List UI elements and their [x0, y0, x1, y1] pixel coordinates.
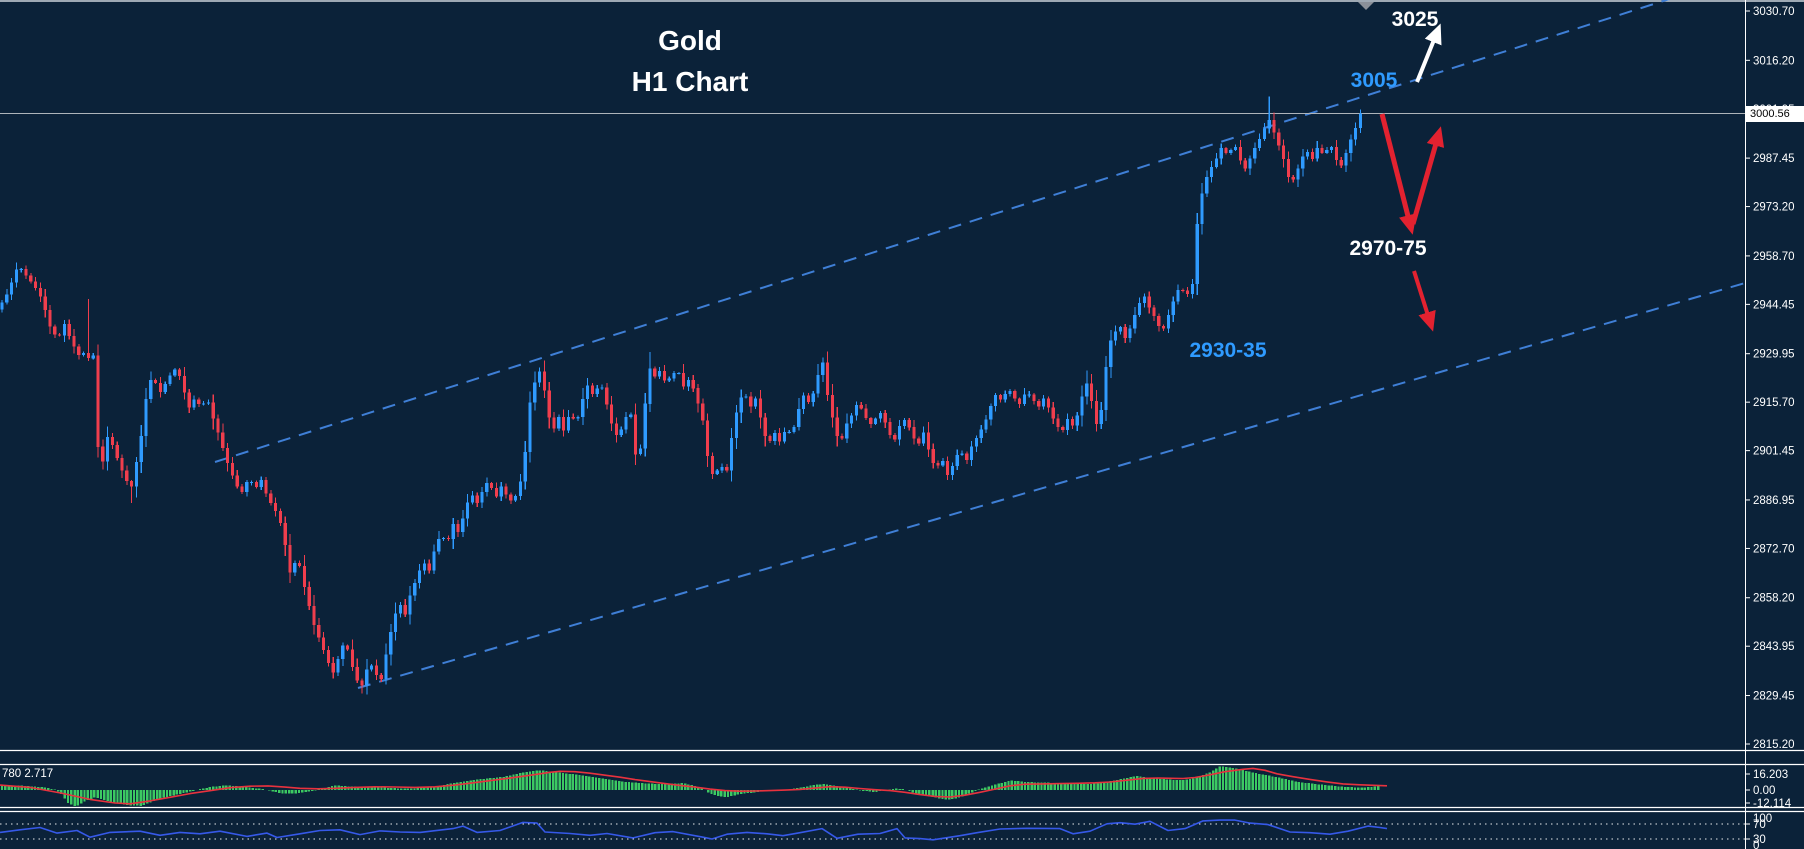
stoch-panel[interactable]	[0, 812, 1745, 849]
projection-arrow-down-red[interactable]	[1379, 113, 1417, 235]
svg-text:2815.20: 2815.20	[1753, 739, 1795, 751]
chart-plot-surface[interactable]	[0, 0, 1745, 750]
svg-text:-12.114: -12.114	[1753, 798, 1792, 810]
annotation-zone-2930-35[interactable]: 2930-35	[1189, 339, 1267, 362]
candlestick-series	[0, 96, 1362, 695]
stoch-axis-label-100: 100	[1753, 813, 1772, 825]
macd-indicator-label: 780 2.717	[2, 768, 54, 780]
annotation-zone-2970-75[interactable]: 2970-75	[1349, 237, 1427, 260]
svg-text:2987.45: 2987.45	[1753, 153, 1795, 165]
svg-text:2958.70: 2958.70	[1753, 251, 1795, 263]
stoch-main-line	[0, 819, 1388, 841]
price-axis-labels: 3030.703016.203001.952987.452973.202958.…	[1745, 6, 1795, 751]
svg-text:2929.95: 2929.95	[1753, 349, 1795, 361]
svg-text:2872.70: 2872.70	[1753, 543, 1795, 555]
projection-arrow-drop-red[interactable]	[1412, 270, 1436, 332]
price-axis-area[interactable]	[1745, 0, 1804, 849]
svg-text:2944.45: 2944.45	[1753, 299, 1795, 311]
chart-subtitle: H1 Chart	[631, 66, 749, 97]
svg-text:3030.70: 3030.70	[1753, 6, 1795, 18]
annotation-level-3005[interactable]: 3005	[1350, 69, 1398, 92]
stoch-axis-label-30: 30	[1753, 834, 1766, 846]
macd-signal-line	[0, 767, 1388, 805]
svg-text:2829.45: 2829.45	[1753, 691, 1795, 703]
svg-text:2858.20: 2858.20	[1753, 593, 1795, 605]
svg-text:0.00: 0.00	[1753, 785, 1775, 797]
chart-title: Gold	[658, 25, 722, 56]
projection-arrow-up-red[interactable]	[1410, 126, 1445, 225]
current-price-label: 3000.56	[1746, 105, 1804, 122]
svg-text:16.203: 16.203	[1753, 769, 1788, 781]
svg-text:2843.95: 2843.95	[1753, 641, 1795, 653]
projection-arrow-up-white[interactable]	[1415, 23, 1442, 83]
stoch-axis-label-70: 70	[1753, 819, 1766, 831]
stoch-axis-label-0: 0	[1753, 840, 1759, 849]
svg-text:2915.70: 2915.70	[1753, 397, 1795, 409]
last-bar-marker-icon[interactable]	[1358, 2, 1374, 10]
chart-title-block: Gold H1 Chart	[632, 20, 749, 102]
annotation-target-3025[interactable]: 3025	[1391, 8, 1439, 31]
svg-text:3016.20: 3016.20	[1753, 55, 1795, 67]
svg-text:2901.45: 2901.45	[1753, 446, 1795, 458]
svg-text:2973.20: 2973.20	[1753, 202, 1795, 214]
svg-text:2886.95: 2886.95	[1753, 495, 1795, 507]
upper-channel-line[interactable]	[214, 0, 1745, 463]
